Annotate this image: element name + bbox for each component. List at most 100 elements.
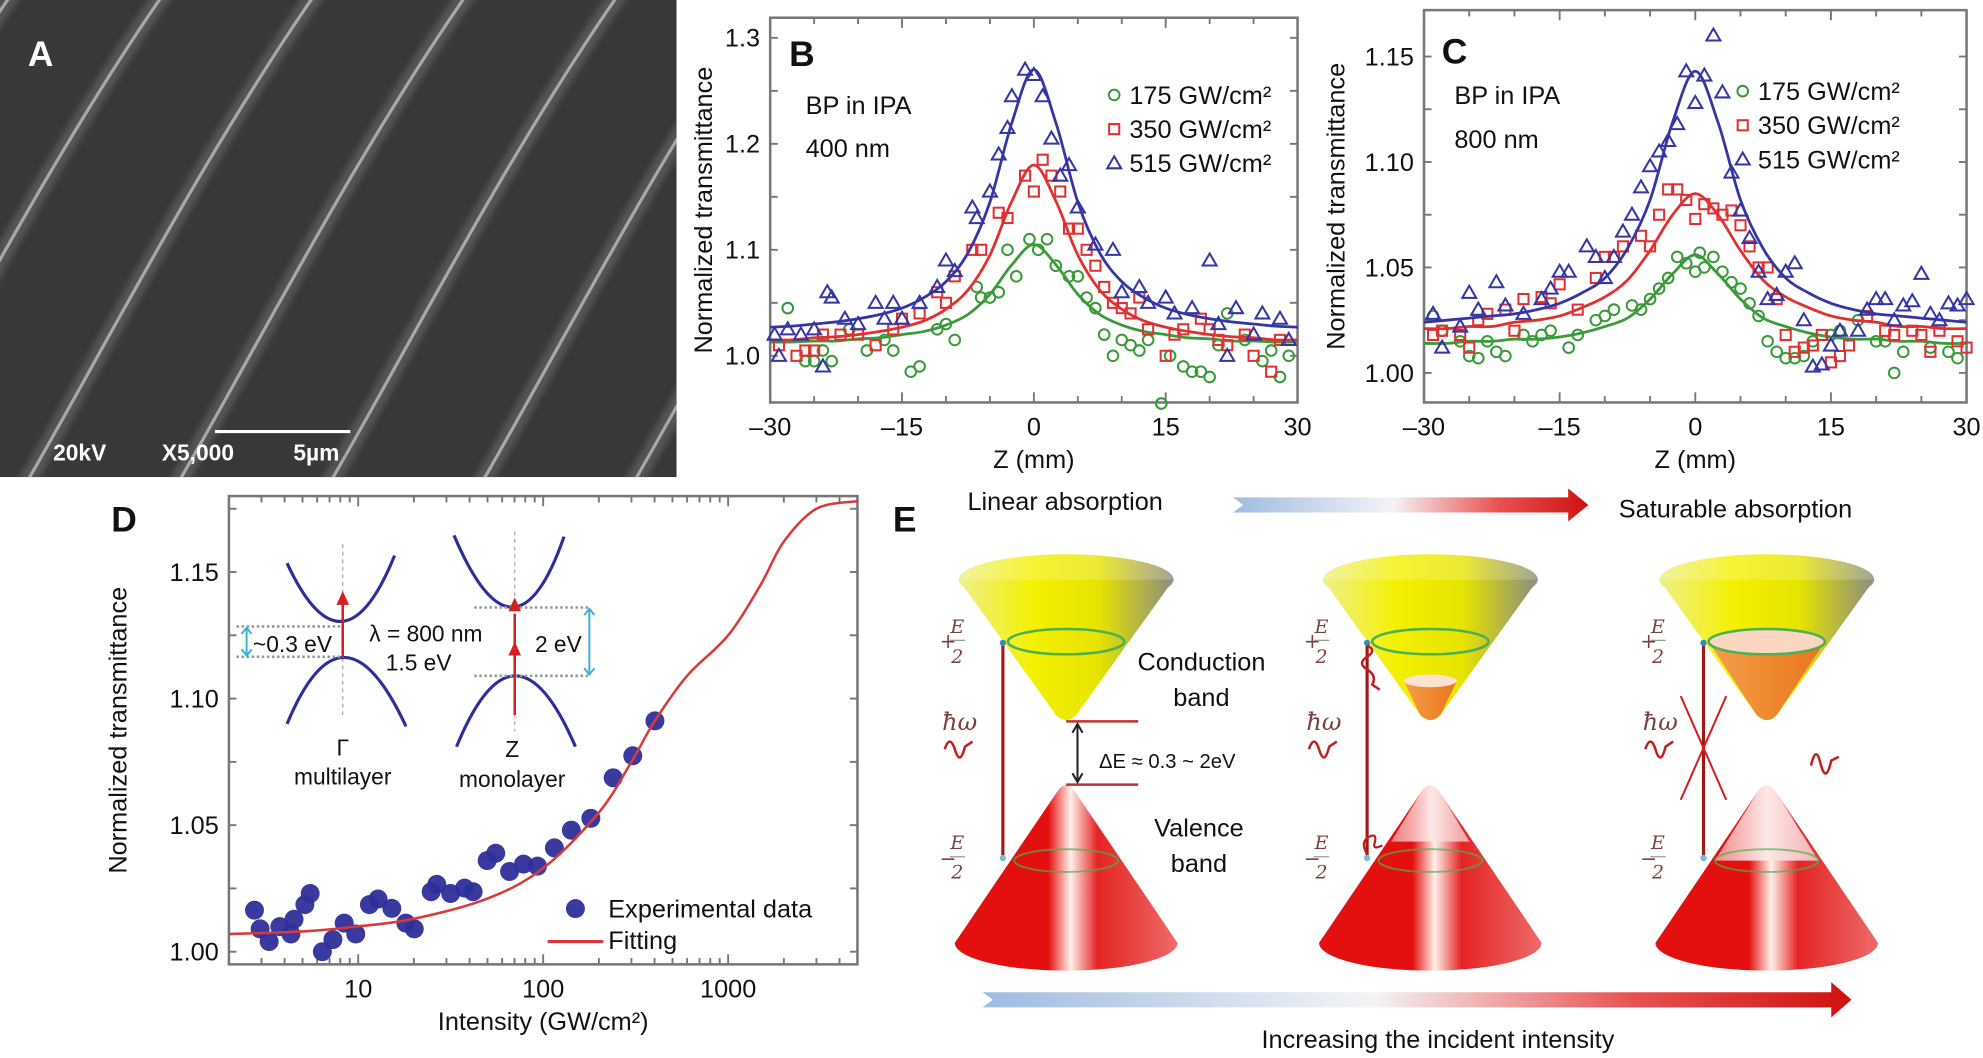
sem-voltage: 20kV — [53, 440, 107, 466]
data-point-triangle — [1253, 304, 1272, 320]
data-point-triangle — [836, 309, 854, 325]
data-point-square — [1062, 222, 1076, 235]
transition-end — [999, 639, 1007, 647]
data-point-triangle — [1605, 247, 1623, 263]
sem-ridge — [331, 0, 617, 478]
monolayer-gap-arrow — [583, 607, 596, 677]
panel-e-letter: E — [893, 500, 917, 540]
data-point-square — [1644, 240, 1657, 253]
data-point-triangle — [946, 262, 964, 278]
data-point-triangle — [866, 293, 885, 309]
data-point-circle — [1089, 301, 1102, 315]
data-point-triangle — [1876, 290, 1894, 306]
data-point-circle — [1643, 292, 1657, 306]
data-point-square — [1824, 356, 1837, 369]
data-point-circle — [1679, 256, 1693, 270]
data-point-triangle — [1596, 269, 1614, 285]
energy-numerator: E — [1314, 832, 1329, 854]
data-point-square — [1124, 307, 1137, 320]
panel-b-sample-label: BP in IPA — [806, 92, 912, 120]
data-point-filled — [427, 874, 447, 894]
data-point-square — [1888, 328, 1901, 342]
intensity-arrow — [982, 982, 1852, 1018]
data-point-square — [1734, 219, 1747, 232]
x-tick-label: 15 — [1817, 413, 1845, 441]
data-point-square — [1019, 169, 1032, 182]
data-point-square — [1861, 309, 1874, 323]
data-point-circle — [1023, 232, 1036, 246]
data-point-filled — [486, 843, 506, 863]
data-point-circle — [1725, 275, 1738, 289]
photon-energy-label: ħω — [942, 708, 977, 736]
series-filled-circle: Experimental data — [245, 711, 813, 962]
valence-band-cone — [1655, 785, 1879, 971]
data-point-triangle — [998, 118, 1017, 135]
data-point-circle — [1176, 360, 1190, 373]
data-point-filled — [281, 924, 301, 944]
data-point-triangle — [1795, 311, 1813, 327]
data-point-filled — [323, 930, 343, 950]
data-point-triangle — [1541, 279, 1560, 295]
data-point-square — [1463, 341, 1476, 354]
data-point-circle — [1264, 344, 1278, 357]
data-point-filled — [245, 900, 264, 920]
plot-frame — [1422, 8, 1968, 404]
energy-denominator: 2 — [950, 646, 963, 668]
photon-wave-icon — [1644, 740, 1674, 759]
energy-numerator: E — [1314, 616, 1329, 638]
data-point-square — [1098, 280, 1111, 293]
filled-conduction-states — [1708, 641, 1825, 721]
data-point-circle — [1154, 397, 1168, 410]
data-point-filled — [463, 882, 483, 902]
data-point-triangle — [1777, 262, 1795, 278]
sem-ridge — [634, 403, 677, 478]
data-point-triangle — [1822, 336, 1840, 352]
y-tick-label: 1.15 — [1365, 43, 1414, 71]
data-point-square — [1806, 339, 1819, 352]
data-point-circle — [825, 354, 839, 368]
multilayer-gap-label: ~0.3 eV — [253, 631, 333, 657]
y-tick-label: 1.00 — [170, 939, 219, 967]
x-tick-label: –30 — [1403, 413, 1445, 441]
x-tick-label: 30 — [1283, 413, 1311, 441]
data-point-square — [1571, 303, 1584, 316]
data-point-triangle — [1016, 60, 1034, 76]
y-tick-label: 1.05 — [1365, 254, 1414, 282]
data-point-filled — [581, 808, 601, 828]
data-point-circle — [1598, 309, 1612, 323]
data-point-triangle — [1433, 338, 1451, 354]
data-point-triangle — [910, 293, 929, 309]
data-point-square — [1036, 153, 1049, 166]
data-point-triangle — [792, 325, 810, 341]
energy-numerator: E — [949, 832, 964, 854]
sem-ridge — [27, 0, 314, 478]
x-tick-label: 30 — [1952, 413, 1980, 441]
data-point-triangle — [1156, 288, 1175, 304]
data-point-triangle — [1867, 290, 1885, 306]
data-point-circle — [1562, 341, 1576, 354]
data-point-triangle — [1957, 290, 1976, 306]
data-point-triangle — [1060, 156, 1078, 172]
conduction-fermi-ring — [1370, 627, 1490, 656]
data-point-triangle — [884, 293, 902, 309]
x-axis-label: Z (mm) — [993, 446, 1074, 474]
z-point-label: Z — [505, 736, 519, 762]
data-point-circle — [1040, 232, 1054, 246]
data-point-square — [1108, 123, 1121, 136]
plot-frame — [227, 494, 859, 966]
data-point-circle — [1716, 265, 1729, 278]
data-point-circle — [930, 322, 944, 336]
data-point-square — [1915, 328, 1928, 342]
data-point-square — [1054, 185, 1067, 198]
data-point-circle — [1115, 333, 1129, 347]
data-point-circle — [992, 285, 1006, 299]
data-point-square — [1553, 278, 1566, 291]
data-point-square — [1001, 211, 1014, 225]
data-point-square — [1177, 323, 1190, 336]
data-point-circle — [1062, 269, 1076, 283]
valence-band-label-line2: band — [1171, 850, 1227, 878]
data-point-triangle — [1025, 65, 1043, 82]
data-point-triangle — [1469, 300, 1487, 316]
legend-label: 350 GW/cm² — [1758, 112, 1900, 140]
